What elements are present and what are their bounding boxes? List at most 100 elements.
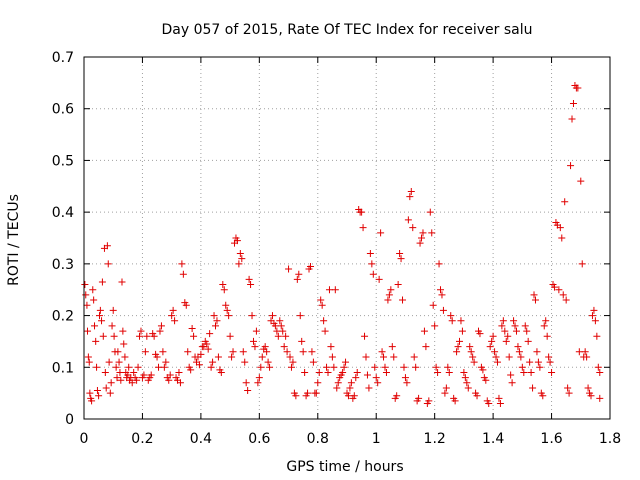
data-point bbox=[114, 348, 122, 356]
data-point bbox=[241, 358, 249, 366]
data-point bbox=[486, 343, 494, 351]
data-point bbox=[372, 374, 380, 382]
data-point bbox=[508, 379, 516, 387]
data-point bbox=[527, 368, 535, 376]
data-point bbox=[501, 327, 509, 335]
data-point bbox=[207, 363, 215, 371]
data-point bbox=[425, 397, 433, 405]
data-point bbox=[581, 348, 589, 356]
data-point bbox=[95, 392, 103, 400]
data-point bbox=[90, 296, 98, 304]
data-point bbox=[479, 366, 487, 374]
data-point bbox=[499, 317, 507, 325]
x-tick-label: 1.2 bbox=[424, 431, 446, 447]
data-point bbox=[214, 353, 222, 361]
data-point bbox=[86, 389, 94, 397]
data-point bbox=[482, 376, 490, 384]
x-axis-label: GPS time / hours bbox=[286, 459, 403, 475]
data-point bbox=[331, 286, 339, 294]
data-point bbox=[153, 353, 161, 361]
data-point bbox=[359, 224, 367, 232]
data-point bbox=[363, 371, 371, 379]
data-point bbox=[434, 368, 442, 376]
data-point bbox=[399, 296, 407, 304]
axis-ticks bbox=[83, 56, 611, 420]
data-point bbox=[195, 361, 203, 369]
data-point bbox=[304, 389, 312, 397]
data-point bbox=[226, 332, 234, 340]
data-point bbox=[530, 291, 538, 299]
data-point bbox=[375, 275, 383, 283]
data-point bbox=[229, 348, 237, 356]
data-point bbox=[140, 371, 148, 379]
data-point bbox=[136, 332, 144, 340]
data-point bbox=[166, 371, 174, 379]
data-point bbox=[431, 322, 439, 330]
data-point bbox=[374, 379, 382, 387]
data-point bbox=[110, 332, 118, 340]
data-point bbox=[587, 392, 595, 400]
data-point bbox=[210, 312, 218, 320]
data-point bbox=[548, 368, 556, 376]
data-point bbox=[384, 296, 392, 304]
data-point bbox=[98, 317, 106, 325]
plot-frame bbox=[83, 56, 611, 420]
data-point bbox=[280, 343, 288, 351]
data-point bbox=[222, 301, 230, 309]
data-point bbox=[168, 312, 176, 320]
data-point bbox=[524, 337, 532, 345]
data-point bbox=[299, 348, 307, 356]
data-point bbox=[540, 322, 548, 330]
data-point bbox=[330, 363, 338, 371]
data-point bbox=[314, 379, 322, 387]
data-point bbox=[248, 312, 256, 320]
data-point bbox=[277, 322, 285, 330]
data-point bbox=[115, 358, 123, 366]
data-point bbox=[274, 332, 282, 340]
data-point bbox=[358, 208, 366, 216]
data-point bbox=[143, 332, 151, 340]
data-point bbox=[327, 343, 335, 351]
data-point bbox=[556, 224, 564, 232]
data-point bbox=[387, 286, 395, 294]
data-point bbox=[160, 363, 168, 371]
data-point bbox=[113, 374, 121, 382]
data-point bbox=[165, 376, 173, 384]
data-point bbox=[296, 312, 304, 320]
data-point bbox=[133, 376, 141, 384]
data-point bbox=[318, 301, 326, 309]
data-point bbox=[526, 358, 534, 366]
y-tick-label: 0.1 bbox=[52, 360, 74, 376]
data-point bbox=[150, 332, 158, 340]
data-point bbox=[116, 368, 124, 376]
data-point bbox=[287, 363, 295, 371]
data-point bbox=[225, 312, 233, 320]
data-point bbox=[416, 239, 424, 247]
data-point bbox=[463, 379, 471, 387]
data-point bbox=[171, 317, 179, 325]
data-point bbox=[99, 332, 107, 340]
data-point bbox=[119, 327, 127, 335]
data-point bbox=[442, 384, 450, 392]
data-point bbox=[470, 358, 478, 366]
data-point bbox=[328, 353, 336, 361]
data-point bbox=[279, 327, 287, 335]
data-point bbox=[514, 343, 522, 351]
data-point bbox=[393, 392, 401, 400]
data-point bbox=[203, 340, 211, 348]
data-point bbox=[155, 363, 163, 371]
data-point bbox=[420, 327, 428, 335]
data-point bbox=[83, 301, 91, 309]
x-tick-label: 0 bbox=[80, 431, 89, 447]
data-point bbox=[575, 348, 583, 356]
data-point bbox=[292, 392, 300, 400]
data-point bbox=[385, 291, 393, 299]
data-point bbox=[591, 317, 599, 325]
data-point bbox=[466, 343, 474, 351]
data-point bbox=[88, 397, 96, 405]
data-point bbox=[93, 387, 101, 395]
data-point bbox=[453, 348, 461, 356]
data-point bbox=[323, 363, 331, 371]
data-point bbox=[407, 187, 415, 195]
data-point bbox=[254, 379, 262, 387]
